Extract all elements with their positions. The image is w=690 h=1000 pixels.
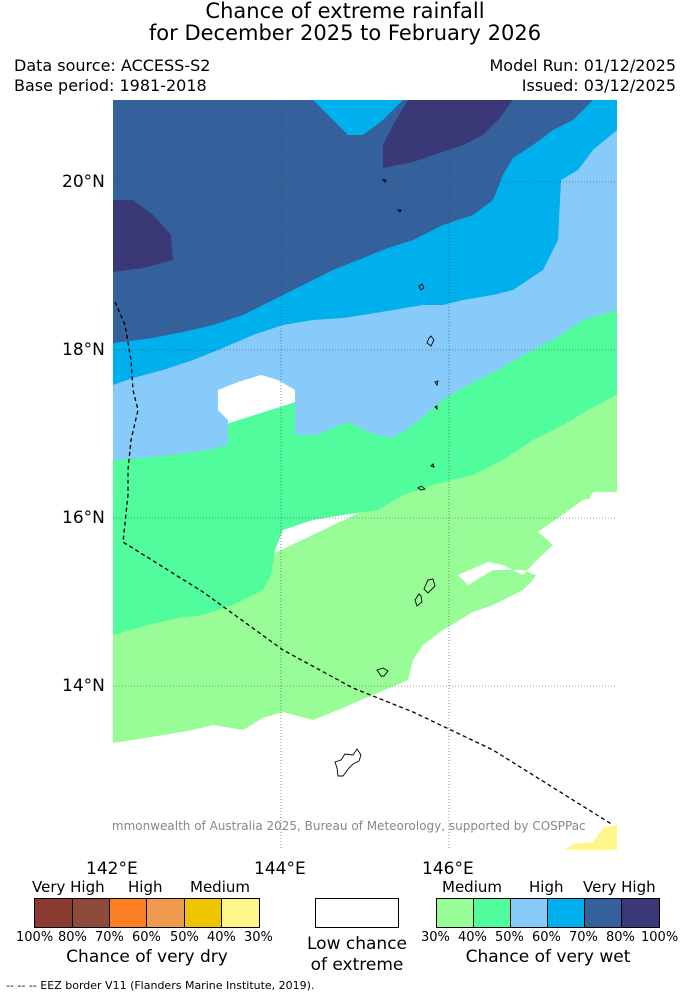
dry-tick-40: 40% [207, 930, 236, 945]
graticule [113, 100, 617, 850]
pagan-island [426, 335, 435, 347]
region-high-wet-80 [113, 100, 593, 343]
dry-tick-60: 60% [132, 930, 161, 945]
dry-colorbar [34, 898, 260, 928]
asuncion-island [396, 209, 402, 213]
anatahan-island [417, 485, 427, 491]
wet-swatch-50-60 [511, 899, 548, 927]
wet-caption: Chance of very wet [465, 947, 631, 967]
wet-tick-30: 30% [421, 930, 450, 945]
islands [334, 179, 439, 777]
wet-header-high: High [529, 878, 564, 896]
region-medium-wet-50 [113, 300, 617, 635]
eez-footnote: -- -- -- EEZ border V11 (Flanders Marine… [6, 979, 315, 992]
low-chance-caption-1: Low chance [307, 934, 407, 954]
wet-tick-100: 100% [641, 930, 679, 945]
dry-tick-80: 80% [58, 930, 87, 945]
dry-tick-100: 100% [16, 930, 54, 945]
wet-tick-60: 60% [532, 930, 561, 945]
dry-swatch-70-60 [110, 899, 147, 927]
wet-header-medium: Medium [442, 878, 502, 896]
guguan-island [434, 405, 438, 411]
issued-date: Issued: 03/12/2025 [521, 76, 676, 95]
dry-swatch-40-30 [222, 899, 259, 927]
region-medium-dry-30 [565, 825, 617, 850]
saipan-island [423, 578, 436, 594]
base-period: Base period: 1981-2018 [14, 76, 207, 95]
tinian-island [414, 593, 423, 607]
sarigan-island [430, 463, 435, 468]
wet-colorbar [436, 898, 660, 928]
low-chance-swatch [315, 898, 399, 928]
dry-header-very-high: Very High [32, 878, 105, 896]
region-low-chance [458, 492, 617, 635]
lon-label-144e: 144°E [254, 859, 306, 879]
model-run: Model Run: 01/12/2025 [489, 56, 677, 75]
lat-label-20n: 20°N [62, 172, 105, 192]
copyright-text: © Commonwealth of Australia 2025, Bureau… [113, 819, 586, 833]
dry-swatch-60-50 [147, 899, 185, 927]
wet-swatch-60-70 [548, 899, 585, 927]
dry-header-high: High [128, 878, 163, 896]
dry-tick-50: 50% [170, 930, 199, 945]
rainfall-map: © Commonwealth of Australia 2025, Bureau… [113, 100, 617, 850]
eez-border [114, 301, 614, 826]
dry-tick-30: 30% [244, 930, 273, 945]
wet-tick-70: 70% [569, 930, 598, 945]
dry-swatch-80-70 [73, 899, 110, 927]
dry-caption: Chance of very dry [66, 947, 228, 967]
guam-island [334, 748, 362, 777]
agrihan-island [418, 283, 425, 291]
lon-label-142e: 142°E [86, 859, 138, 879]
alamagan-island [434, 380, 439, 387]
dry-tick-70: 70% [95, 930, 124, 945]
dry-header-medium: Medium [190, 878, 250, 896]
wet-swatch-30-40 [437, 899, 474, 927]
wet-tick-80: 80% [606, 930, 635, 945]
lat-label-14n: 14°N [62, 676, 105, 696]
wet-tick-50: 50% [495, 930, 524, 945]
wet-header-very-high: Very High [583, 878, 656, 896]
lat-label-18n: 18°N [62, 340, 105, 360]
chart-title: Chance of extreme rainfall [205, 0, 485, 23]
rota-island [376, 667, 389, 677]
data-source: Data source: ACCESS-S2 [14, 56, 211, 75]
map-frame [113, 100, 617, 850]
region-medium-wet-40 [113, 390, 617, 743]
region-very-high-wet-b [383, 100, 513, 168]
maug-island [381, 179, 387, 183]
wet-swatch-40-50 [474, 899, 511, 927]
region-very-high-wet-a [113, 200, 173, 272]
dry-swatch-50-40 [185, 899, 222, 927]
dry-swatch-100-80 [35, 899, 73, 927]
chart-subtitle: for December 2025 to February 2026 [148, 21, 542, 45]
wet-swatch-80-100 [622, 899, 659, 927]
low-chance-caption-2: of extreme [310, 955, 404, 975]
wet-swatch-70-80 [585, 899, 622, 927]
wet-tick-40: 40% [458, 930, 487, 945]
lat-label-16n: 16°N [62, 508, 105, 528]
lon-label-146e: 146°E [422, 859, 474, 879]
